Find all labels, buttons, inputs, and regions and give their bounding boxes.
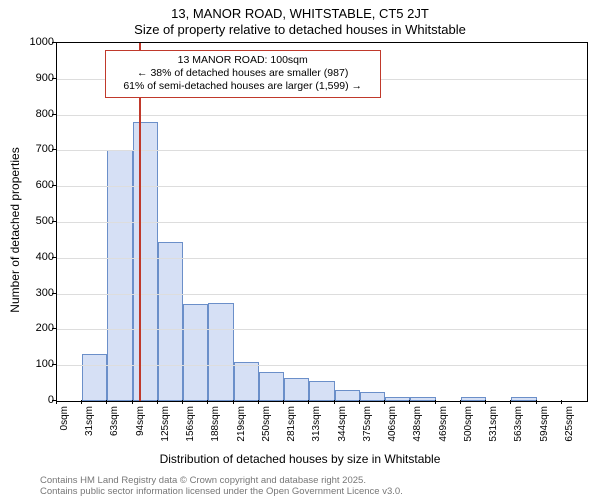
histogram-bar — [461, 397, 486, 401]
x-tick-mark — [283, 400, 284, 404]
y-tick-label: 800 — [14, 108, 54, 120]
annotation-line1: 13 MANOR ROAD: 100sqm — [114, 54, 372, 67]
gridline-h — [57, 329, 587, 330]
x-tick-label: 344sqm — [337, 406, 348, 442]
x-tick-label: 156sqm — [185, 406, 196, 442]
y-tick-mark — [52, 293, 56, 294]
x-tick-mark — [485, 400, 486, 404]
histogram-bar — [309, 381, 334, 401]
x-tick-mark — [435, 400, 436, 404]
x-tick-mark — [460, 400, 461, 404]
x-tick-label: 531sqm — [488, 406, 499, 442]
y-tick-label: 200 — [14, 322, 54, 334]
x-tick-label: 625sqm — [564, 406, 575, 442]
y-tick-mark — [52, 185, 56, 186]
x-tick-label: 375sqm — [362, 406, 373, 442]
y-tick-mark — [52, 78, 56, 79]
x-tick-mark — [56, 400, 57, 404]
x-tick-label: 500sqm — [463, 406, 474, 442]
x-tick-mark — [258, 400, 259, 404]
x-tick-label: 219sqm — [236, 406, 247, 442]
histogram-bar — [133, 122, 158, 401]
gridline-h — [57, 294, 587, 295]
x-tick-label: 281sqm — [286, 406, 297, 442]
y-tick-label: 900 — [14, 72, 54, 84]
footer-line2: Contains public sector information licen… — [40, 487, 590, 498]
x-tick-label: 94sqm — [135, 406, 146, 436]
annotation-callout: 13 MANOR ROAD: 100sqm ← 38% of detached … — [105, 50, 381, 97]
histogram-bar — [183, 304, 208, 401]
x-tick-label: 469sqm — [438, 406, 449, 442]
histogram-bar — [234, 362, 259, 401]
histogram-plot: 13 MANOR ROAD: 100sqm ← 38% of detached … — [56, 42, 588, 402]
gridline-h — [57, 258, 587, 259]
y-tick-label: 300 — [14, 287, 54, 299]
x-tick-mark — [409, 400, 410, 404]
gridline-h — [57, 186, 587, 187]
x-tick-label: 31sqm — [84, 406, 95, 436]
histogram-bar — [259, 372, 284, 401]
histogram-bar — [208, 303, 233, 401]
x-tick-mark — [308, 400, 309, 404]
x-tick-label: 313sqm — [311, 406, 322, 442]
x-tick-label: 594sqm — [539, 406, 550, 442]
x-tick-mark — [233, 400, 234, 404]
y-tick-label: 0 — [14, 394, 54, 406]
y-tick-mark — [52, 257, 56, 258]
x-tick-mark — [182, 400, 183, 404]
gridline-h — [57, 222, 587, 223]
y-tick-mark — [52, 42, 56, 43]
x-axis-label: Distribution of detached houses by size … — [0, 452, 600, 466]
x-tick-label: 406sqm — [387, 406, 398, 442]
y-tick-label: 400 — [14, 251, 54, 263]
x-tick-mark — [106, 400, 107, 404]
x-tick-label: 0sqm — [59, 406, 70, 430]
x-tick-mark — [510, 400, 511, 404]
annotation-line2: ← 38% of detached houses are smaller (98… — [114, 67, 372, 80]
histogram-bar — [335, 390, 360, 401]
y-tick-label: 1000 — [14, 36, 54, 48]
x-tick-mark — [207, 400, 208, 404]
y-tick-mark — [52, 221, 56, 222]
histogram-bar — [385, 397, 410, 401]
y-tick-label: 700 — [14, 143, 54, 155]
histogram-bar — [284, 378, 309, 401]
x-tick-label: 250sqm — [261, 406, 272, 442]
chart-title-main: 13, MANOR ROAD, WHITSTABLE, CT5 2JT — [0, 6, 600, 21]
x-tick-label: 438sqm — [412, 406, 423, 442]
x-tick-mark — [359, 400, 360, 404]
x-tick-label: 63sqm — [109, 406, 120, 436]
histogram-bar — [511, 397, 536, 401]
x-tick-mark — [536, 400, 537, 404]
chart-title-sub: Size of property relative to detached ho… — [0, 22, 600, 37]
histogram-bar — [82, 354, 107, 401]
x-tick-mark — [81, 400, 82, 404]
annotation-line3: 61% of semi-detached houses are larger (… — [114, 80, 372, 93]
y-tick-label: 100 — [14, 358, 54, 370]
gridline-h — [57, 150, 587, 151]
x-tick-mark — [132, 400, 133, 404]
x-tick-mark — [334, 400, 335, 404]
x-tick-label: 125sqm — [160, 406, 171, 442]
x-tick-mark — [157, 400, 158, 404]
x-tick-label: 188sqm — [210, 406, 221, 442]
histogram-bar — [107, 150, 132, 401]
y-tick-mark — [52, 328, 56, 329]
x-tick-mark — [384, 400, 385, 404]
histogram-bar — [410, 397, 435, 401]
y-tick-label: 600 — [14, 179, 54, 191]
histogram-bar — [158, 242, 183, 401]
x-tick-mark — [561, 400, 562, 404]
histogram-bar — [360, 392, 385, 401]
y-tick-mark — [52, 149, 56, 150]
gridline-h — [57, 115, 587, 116]
y-tick-label: 500 — [14, 215, 54, 227]
footer-attribution: Contains HM Land Registry data © Crown c… — [40, 476, 590, 498]
y-tick-mark — [52, 114, 56, 115]
y-tick-mark — [52, 364, 56, 365]
gridline-h — [57, 365, 587, 366]
x-tick-label: 563sqm — [513, 406, 524, 442]
